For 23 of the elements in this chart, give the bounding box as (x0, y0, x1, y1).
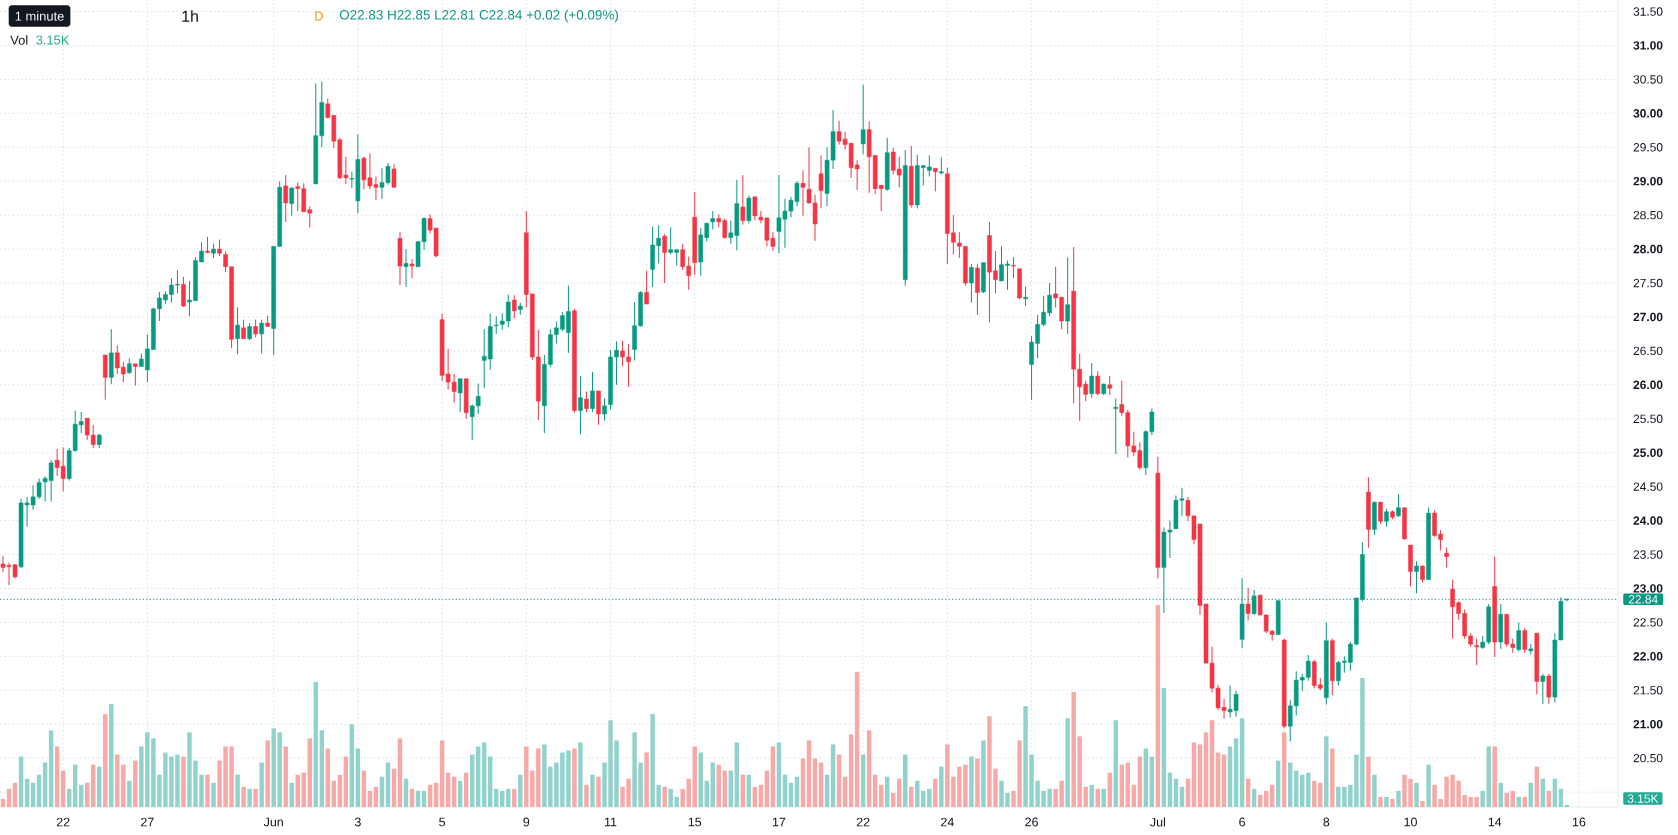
annotation: D (315, 11, 323, 21)
x-tick-label: 26 (1025, 817, 1038, 827)
x-tick-label: 22 (56, 817, 70, 827)
x-tick-label: 8 (1323, 817, 1330, 827)
x-tick-label: Jul (1150, 817, 1166, 827)
x-tick-label: 9 (523, 817, 530, 827)
x-tick-label: 11 (605, 817, 617, 827)
x-tick-label: 5 (439, 817, 446, 827)
x-tick-label: 24 (941, 817, 954, 827)
x-tick-label: 3 (354, 817, 361, 827)
x-tick-label: 10 (1404, 817, 1417, 827)
x-tick-label: 16 (1572, 817, 1586, 827)
x-tick-label: 17 (772, 817, 786, 827)
x-tick-label: 14 (1488, 817, 1502, 827)
text: 1h (182, 10, 198, 22)
text: O22.83 H22.85 L22.81 C22.84 +0.02 (+0.09%) (339, 9, 618, 23)
x-tick-label: 27 (141, 817, 154, 827)
x-tick-label: 22 (856, 817, 870, 827)
x-tick-label: 6 (1239, 817, 1245, 827)
y-tick-label: 31.50 (1633, 7, 1663, 16)
x-tick-label: Jun (263, 817, 283, 827)
x-tick-label: 15 (688, 817, 702, 827)
annotation: 1 minute (15, 11, 64, 21)
